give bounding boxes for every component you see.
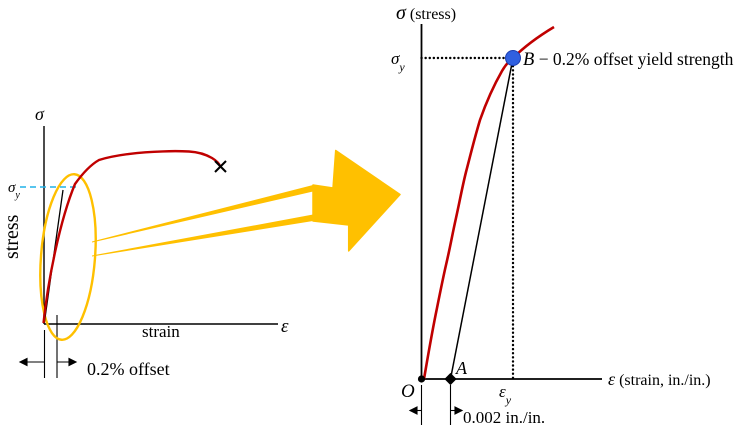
svg-text:B − 0.2% offset yield strength: B − 0.2% offset yield strength <box>523 49 734 70</box>
svg-text:0.002 in./in.: 0.002 in./in. <box>463 408 545 427</box>
svg-text:ε: ε <box>281 316 289 337</box>
svg-text:A: A <box>455 358 468 378</box>
svg-text:O: O <box>401 381 415 402</box>
svg-text:ε (strain, in./in.): ε (strain, in./in.) <box>608 369 711 389</box>
svg-text:εy: εy <box>499 382 512 407</box>
svg-text:stress: stress <box>1 214 23 259</box>
svg-text:σy: σy <box>391 49 405 74</box>
svg-text:σ (stress): σ (stress) <box>396 2 456 24</box>
svg-text:σy: σy <box>8 180 20 201</box>
svg-text:strain: strain <box>142 322 180 341</box>
svg-text:0.2% offset: 0.2% offset <box>87 359 170 379</box>
svg-text:σ: σ <box>35 104 45 124</box>
